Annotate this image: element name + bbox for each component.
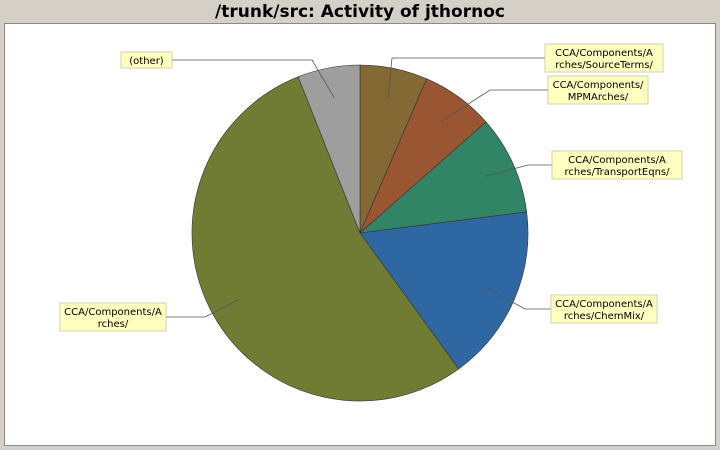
slice-label-text: CCA/Components/A bbox=[555, 299, 653, 310]
pie-slice bbox=[359, 121, 528, 234]
slice-label-text: CCA/Components/ bbox=[553, 80, 644, 91]
slice-label-text: rches/SourceTerms/ bbox=[555, 60, 653, 71]
slice-label-text: MPMArches/ bbox=[568, 92, 629, 103]
slice-label: CCA/Components/Arches/TransportEqns/ bbox=[551, 150, 683, 180]
label-box bbox=[550, 294, 658, 324]
label-box bbox=[551, 150, 683, 180]
leader-line bbox=[485, 164, 552, 177]
chart-title: /trunk/src: Activity of jthornoc bbox=[215, 2, 505, 22]
slice-label-text: CCA/Components/A bbox=[568, 155, 666, 166]
slice-label: CCA/Components/Arches/SourceTerms/ bbox=[544, 43, 664, 73]
slice-label-text: CCA/Components/A bbox=[64, 307, 162, 318]
label-box bbox=[120, 51, 173, 69]
leader-line bbox=[387, 57, 545, 99]
leader-line bbox=[486, 287, 551, 310]
slice-label-text: rches/ bbox=[98, 319, 129, 330]
label-box bbox=[547, 75, 649, 105]
slice-label: CCA/Components/MPMArches/ bbox=[547, 75, 649, 105]
slice-label-text: rches/ChemMix/ bbox=[564, 311, 645, 322]
pie-slice bbox=[191, 76, 460, 402]
slice-label: (other) bbox=[120, 51, 173, 69]
slice-label: CCA/Components/Arches/ bbox=[59, 302, 167, 332]
leader-line bbox=[440, 89, 548, 122]
pie-slice bbox=[297, 64, 361, 234]
slice-label-text: CCA/Components/A bbox=[555, 48, 653, 59]
slice-label: CCA/Components/Arches/ChemMix/ bbox=[550, 294, 658, 324]
label-box bbox=[544, 43, 664, 73]
slice-label-text: (other) bbox=[129, 56, 164, 67]
slice-label-text: rches/TransportEqns/ bbox=[565, 167, 671, 178]
pie-slice bbox=[359, 211, 529, 370]
leader-line bbox=[166, 299, 240, 318]
leader-line bbox=[172, 59, 335, 98]
label-box bbox=[59, 302, 167, 332]
